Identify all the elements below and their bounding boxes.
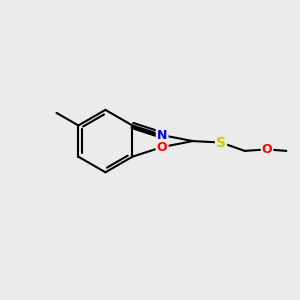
Text: O: O (157, 140, 167, 154)
Text: S: S (216, 136, 226, 150)
Text: N: N (157, 129, 167, 142)
Text: O: O (262, 143, 272, 156)
